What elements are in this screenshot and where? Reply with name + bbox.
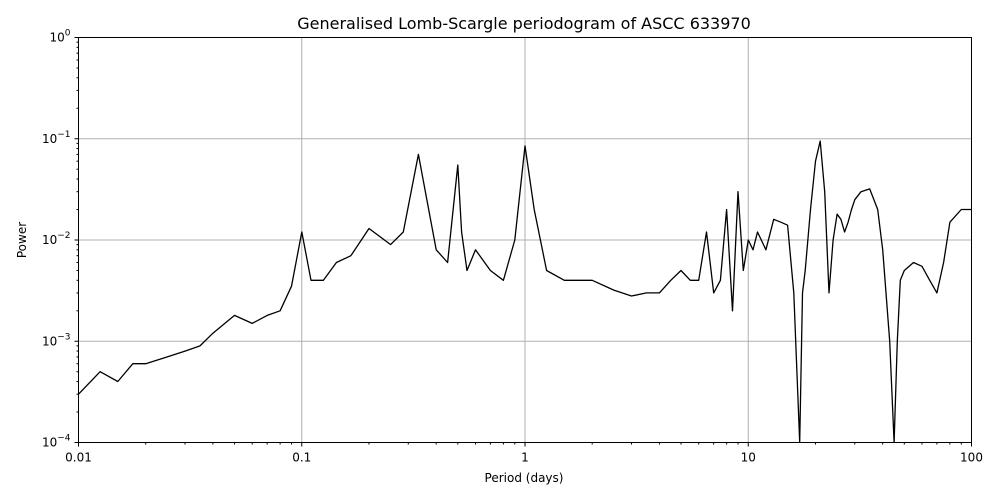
x-tick-label: 100 [960,451,983,465]
plot-data [78,140,972,443]
x-tick-label: 10 [741,451,756,465]
y-tick-label: 10−3 [42,332,71,348]
y-tick-base: 10 [42,233,57,247]
y-tick-exponent: −4 [57,434,71,444]
y-tick-exponent: −3 [57,332,70,342]
y-tick-base: 10 [49,31,64,45]
y-tick-base: 10 [42,132,57,146]
y-tick-exponent: −1 [57,130,70,140]
plot-frame [78,37,972,443]
y-axis-label: Power [15,222,29,258]
y-tick-label: 10−2 [42,231,71,247]
y-tick-label: 100 [49,29,70,45]
y-tick-label: 10−4 [42,434,71,450]
x-tick-label: 1 [521,451,529,465]
x-tick-label: 0.1 [292,451,311,465]
chart-title: Generalised Lomb-Scargle periodogram of … [297,14,751,33]
periodogram-series-line [78,140,972,443]
y-tick-label: 10−1 [42,130,71,146]
y-tick-base: 10 [42,436,57,450]
x-axis-label: Period (days) [485,471,564,485]
y-tick-exponent: −2 [57,231,70,241]
y-tick-base: 10 [42,334,57,348]
y-tick-exponent: 0 [65,29,71,39]
x-tick-label: 0.01 [65,451,92,465]
